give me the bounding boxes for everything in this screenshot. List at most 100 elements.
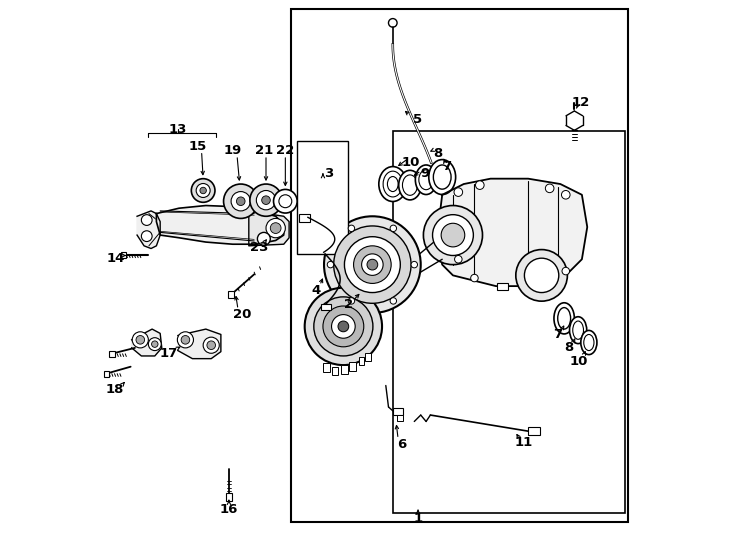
Circle shape [367,259,378,270]
Bar [528,427,540,435]
Ellipse shape [429,160,456,194]
Ellipse shape [581,330,597,355]
Circle shape [562,191,570,199]
Circle shape [324,217,421,313]
Circle shape [545,184,554,193]
Circle shape [524,258,559,293]
Circle shape [362,254,383,275]
Circle shape [250,184,282,217]
Bar [121,252,126,258]
Text: 4: 4 [311,284,321,297]
Circle shape [470,274,479,282]
Polygon shape [437,179,587,286]
Circle shape [454,255,462,263]
Circle shape [200,187,206,194]
Ellipse shape [402,175,418,195]
Text: 9: 9 [420,167,429,180]
Ellipse shape [584,334,594,350]
Text: 22: 22 [276,144,294,157]
Circle shape [258,232,270,245]
Circle shape [152,341,158,347]
Text: 23: 23 [250,241,269,254]
Circle shape [332,315,355,338]
Circle shape [136,335,145,344]
Text: 3: 3 [324,167,333,180]
Circle shape [354,246,391,284]
Circle shape [132,332,148,348]
Circle shape [348,225,355,232]
Circle shape [305,288,382,365]
Ellipse shape [433,165,451,189]
Bar [359,357,364,365]
Circle shape [224,184,258,218]
Bar [109,350,115,357]
Text: 21: 21 [255,144,273,157]
Text: 10: 10 [570,355,589,368]
Circle shape [454,188,462,197]
Bar [324,363,330,372]
Circle shape [388,18,397,27]
Circle shape [148,338,161,350]
Circle shape [516,249,567,301]
Ellipse shape [554,303,575,334]
Circle shape [327,261,334,268]
Circle shape [266,218,286,238]
Circle shape [323,306,364,347]
Circle shape [476,181,484,190]
Circle shape [142,231,152,241]
Circle shape [390,225,396,232]
Text: 1: 1 [413,512,423,525]
Ellipse shape [415,165,437,194]
Circle shape [546,277,553,285]
Bar [341,365,348,374]
Text: 18: 18 [105,383,124,396]
Ellipse shape [379,166,407,201]
Bar [297,141,348,254]
Text: 19: 19 [224,144,241,157]
Circle shape [424,206,482,265]
Bar [393,408,403,415]
Polygon shape [137,211,160,248]
Bar [291,9,628,523]
Circle shape [411,261,418,268]
Text: 5: 5 [413,113,423,126]
Circle shape [314,297,373,356]
Circle shape [562,267,570,275]
Ellipse shape [573,321,584,339]
Text: 14: 14 [106,252,125,265]
Circle shape [348,298,355,304]
Bar [349,362,356,371]
Ellipse shape [399,170,421,200]
Circle shape [181,335,189,344]
Text: 11: 11 [515,436,533,449]
Text: 12: 12 [572,96,590,109]
Text: 8: 8 [564,341,573,354]
Circle shape [270,222,281,233]
Polygon shape [131,329,161,356]
Bar [393,131,625,513]
Circle shape [142,215,152,225]
Circle shape [236,197,245,206]
Text: 7: 7 [442,160,451,173]
Bar [366,353,371,361]
Ellipse shape [570,317,586,343]
Circle shape [256,191,276,210]
Circle shape [441,223,465,247]
Bar [226,493,232,501]
Polygon shape [249,211,289,246]
Circle shape [192,179,215,202]
Text: 2: 2 [344,299,353,312]
Circle shape [344,237,400,293]
Text: 16: 16 [219,503,238,516]
Ellipse shape [558,308,570,329]
Circle shape [203,337,219,353]
Bar [299,214,310,221]
Circle shape [274,190,297,213]
Text: 17: 17 [159,347,178,360]
Text: 13: 13 [169,123,187,136]
Bar [497,283,508,291]
Bar [228,292,233,298]
Circle shape [279,195,292,208]
Circle shape [334,226,411,303]
Bar [332,367,338,375]
